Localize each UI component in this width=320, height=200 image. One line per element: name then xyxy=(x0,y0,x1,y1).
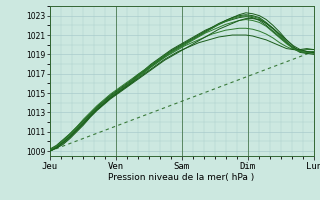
X-axis label: Pression niveau de la mer( hPa ): Pression niveau de la mer( hPa ) xyxy=(108,173,255,182)
